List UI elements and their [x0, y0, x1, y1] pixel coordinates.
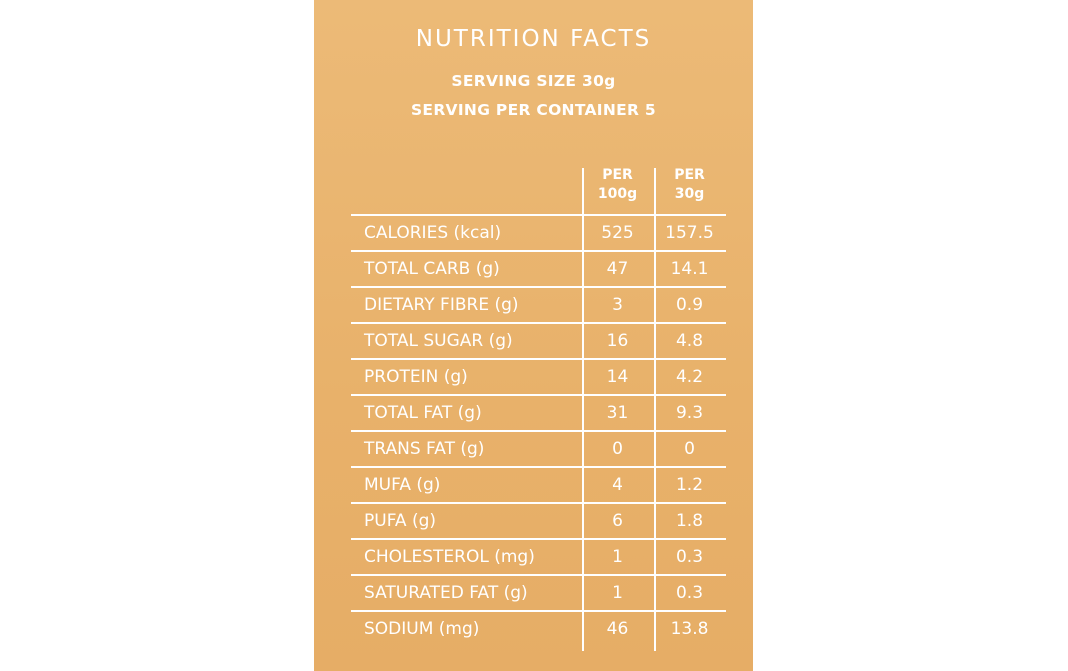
nutrient-name: PUFA (g): [364, 511, 437, 531]
servings-per-container: SERVING PER CONTAINER 5: [410, 101, 657, 119]
serving-size: SERVING SIZE 30g: [451, 72, 616, 90]
column-header-per-100g: PER 100g: [584, 166, 651, 204]
row-divider: [351, 466, 726, 468]
value-per-100g: 0: [612, 439, 623, 459]
nutrient-name: SATURATED FAT (g): [364, 583, 528, 603]
value-per-100g: 1: [612, 547, 623, 567]
nutrient-name: TOTAL CARB (g): [364, 259, 500, 279]
table-row: PROTEIN (g) 14 4.2: [314, 360, 753, 395]
row-divider: [351, 538, 726, 540]
column-header-line: 100g: [597, 186, 638, 202]
value-per-100g: 14: [606, 367, 629, 387]
nutrient-name: MUFA (g): [364, 475, 441, 495]
label-title: NUTRITION FACTS: [415, 26, 652, 52]
column-header-line: PER: [602, 167, 633, 183]
table-row: CALORIES (kcal) 525 157.5: [314, 216, 753, 251]
value-per-100g: 46: [606, 619, 629, 639]
table-row: TOTAL SUGAR (g) 16 4.8: [314, 324, 753, 359]
value-per-100g: 4: [612, 475, 623, 495]
value-per-30g: 4.2: [675, 367, 704, 387]
value-per-100g: 3: [612, 295, 623, 315]
nutrient-name: PROTEIN (g): [364, 367, 468, 387]
row-divider: [351, 502, 726, 504]
nutrient-name: CHOLESTEROL (mg): [364, 547, 535, 567]
value-per-100g: 31: [606, 403, 629, 423]
value-per-30g: 0.3: [675, 583, 704, 603]
row-divider: [351, 574, 726, 576]
row-divider: [351, 322, 726, 324]
value-per-30g: 157.5: [665, 223, 714, 243]
table-row: SATURATED FAT (g) 1 0.3: [314, 576, 753, 611]
value-per-30g: 0.9: [675, 295, 704, 315]
value-per-30g: 1.8: [675, 511, 704, 531]
table-row: TOTAL FAT (g) 31 9.3: [314, 396, 753, 431]
value-per-30g: 9.3: [675, 403, 704, 423]
nutrient-name: DIETARY FIBRE (g): [364, 295, 519, 315]
value-per-100g: 16: [606, 331, 629, 351]
nutrient-name: TOTAL SUGAR (g): [364, 331, 513, 351]
value-per-100g: 1: [612, 583, 623, 603]
row-divider: [351, 286, 726, 288]
column-header-per-30g: PER 30g: [656, 166, 723, 204]
table-row: SODIUM (mg) 46 13.8: [314, 612, 753, 647]
value-per-100g: 525: [601, 223, 634, 243]
table-row: TRANS FAT (g) 0 0: [314, 432, 753, 467]
value-per-30g: 0: [684, 439, 695, 459]
value-per-100g: 47: [606, 259, 629, 279]
value-per-30g: 13.8: [670, 619, 709, 639]
value-per-30g: 14.1: [670, 259, 709, 279]
table-row: PUFA (g) 6 1.8: [314, 504, 753, 539]
nutrient-name: TOTAL FAT (g): [364, 403, 482, 423]
column-divider: [582, 168, 584, 651]
row-divider: [351, 214, 726, 216]
value-per-30g: 0.3: [675, 547, 704, 567]
value-per-100g: 6: [612, 511, 623, 531]
nutrient-name: CALORIES (kcal): [364, 223, 502, 243]
nutrition-label-panel: NUTRITION FACTS SERVING SIZE 30g SERVING…: [314, 0, 753, 671]
row-divider: [351, 430, 726, 432]
table-row: DIETARY FIBRE (g) 3 0.9: [314, 288, 753, 323]
row-divider: [351, 610, 726, 612]
column-header-line: PER: [674, 167, 705, 183]
row-divider: [351, 250, 726, 252]
table-row: CHOLESTEROL (mg) 1 0.3: [314, 540, 753, 575]
column-divider: [654, 168, 656, 651]
table-row: TOTAL CARB (g) 47 14.1: [314, 252, 753, 287]
nutrient-name: SODIUM (mg): [364, 619, 480, 639]
column-header-line: 30g: [674, 186, 705, 202]
table-row: MUFA (g) 4 1.2: [314, 468, 753, 503]
nutrient-name: TRANS FAT (g): [364, 439, 485, 459]
row-divider: [351, 394, 726, 396]
value-per-30g: 1.2: [675, 475, 704, 495]
row-divider: [351, 358, 726, 360]
value-per-30g: 4.8: [675, 331, 704, 351]
